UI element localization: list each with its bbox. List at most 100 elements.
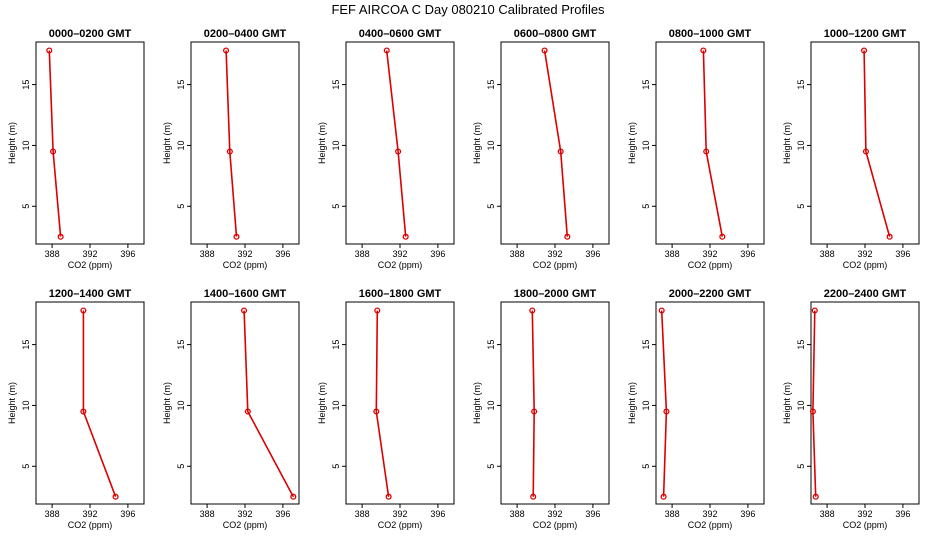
- panel-title: 2000–2200 GMT: [669, 288, 752, 300]
- panel-title: 1600–1800 GMT: [359, 288, 442, 300]
- y-tick-label: 15: [176, 340, 186, 350]
- y-tick-label: 5: [331, 204, 341, 209]
- panel: 2000–2200 GMT 388 392 396 5 10 15 CO2 (ppm) Heig…: [627, 288, 765, 530]
- data-point: [80, 408, 87, 415]
- x-tick-label: 388: [665, 509, 680, 519]
- y-axis-label: Height (m): [627, 382, 637, 424]
- profile-line: [375, 310, 390, 497]
- y-axis-label: Height (m): [472, 122, 482, 164]
- y-tick-label: 5: [21, 464, 31, 469]
- y-axis-label: Height (m): [472, 382, 482, 424]
- panel-title: 0000–0200 GMT: [49, 28, 132, 40]
- plot-frame: [655, 41, 765, 245]
- plot-frame: [500, 301, 610, 505]
- x-tick-label: 392: [392, 249, 407, 259]
- data-point: [531, 408, 538, 415]
- panel: 0800–1000 GMT 388 392 396 5 10 15 CO2 (ppm) Heig…: [627, 28, 765, 270]
- data-point: [564, 233, 571, 240]
- panel-title: 2200–2400 GMT: [824, 288, 907, 300]
- data-point: [886, 233, 893, 240]
- y-tick-label: 10: [176, 140, 186, 150]
- profile-line: [243, 310, 295, 498]
- x-tick-label: 388: [820, 509, 835, 519]
- y-tick-label: 10: [176, 400, 186, 410]
- x-tick-label: 396: [430, 509, 445, 519]
- panel: 0200–0400 GMT 388 392 396 5 10 15 CO2 (ppm) Heig…: [162, 28, 300, 270]
- profile-line: [531, 310, 536, 497]
- profile-line: [48, 50, 62, 237]
- data-point: [703, 148, 710, 155]
- x-tick-label: 392: [702, 509, 717, 519]
- x-tick-label: 392: [857, 509, 872, 519]
- y-axis-label: Height (m): [162, 382, 172, 424]
- x-tick-label: 396: [585, 509, 600, 519]
- panel: 1600–1800 GMT 388 392 396 5 10 15 CO2 (ppm) Heig…: [317, 288, 455, 530]
- x-axis-label: CO2 (ppm): [223, 520, 268, 530]
- y-tick-label: 10: [486, 400, 496, 410]
- x-tick-label: 388: [355, 249, 370, 259]
- y-tick-label: 15: [21, 340, 31, 350]
- data-point: [290, 493, 297, 500]
- profile-line: [82, 310, 117, 497]
- x-tick-label: 388: [510, 249, 525, 259]
- data-point: [385, 493, 392, 500]
- data-point: [80, 307, 87, 314]
- x-tick-label: 392: [392, 509, 407, 519]
- data-point: [660, 493, 667, 500]
- y-tick-label: 15: [331, 340, 341, 350]
- profile-line: [660, 310, 668, 497]
- y-axis-label: Height (m): [7, 382, 17, 424]
- plot-frame: [35, 301, 145, 505]
- y-tick-label: 15: [331, 80, 341, 90]
- panel: 1000–1200 GMT 388 392 396 5 10 15 CO2 (ppm) Heig…: [782, 28, 920, 270]
- panel-title: 1000–1200 GMT: [824, 28, 907, 40]
- data-point: [557, 148, 564, 155]
- profile-line: [385, 50, 407, 237]
- data-point: [244, 408, 251, 415]
- profile-line: [812, 310, 817, 497]
- x-axis-label: CO2 (ppm): [843, 520, 888, 530]
- data-point: [811, 307, 818, 314]
- x-tick-label: 396: [275, 509, 290, 519]
- y-tick-label: 5: [21, 204, 31, 209]
- x-axis-label: CO2 (ppm): [533, 520, 578, 530]
- y-axis-label: Height (m): [317, 122, 327, 164]
- plot-frame: [655, 301, 765, 505]
- data-point: [719, 233, 726, 240]
- y-tick-label: 5: [331, 464, 341, 469]
- panel: 0600–0800 GMT 388 392 396 5 10 15 CO2 (ppm) Heig…: [472, 28, 610, 270]
- x-tick-label: 396: [895, 509, 910, 519]
- x-tick-label: 396: [120, 249, 135, 259]
- panel-title: 1800–2000 GMT: [514, 288, 597, 300]
- panel-title: 0200–0400 GMT: [204, 28, 287, 40]
- x-tick-label: 388: [200, 249, 215, 259]
- y-tick-label: 15: [486, 80, 496, 90]
- data-point: [112, 493, 119, 500]
- panel-title: 0800–1000 GMT: [669, 28, 752, 40]
- panels-container: 0000–0200 GMT 388 392 396 5 10 15 CO2 (ppm) Heig…: [7, 28, 920, 530]
- plot-frame: [345, 301, 455, 505]
- data-point: [373, 408, 380, 415]
- data-point: [700, 47, 707, 54]
- x-tick-label: 392: [237, 249, 252, 259]
- data-point: [541, 47, 548, 54]
- y-tick-label: 10: [21, 140, 31, 150]
- x-tick-label: 388: [510, 509, 525, 519]
- plot-frame: [345, 41, 455, 245]
- panel: 1400–1600 GMT 388 392 396 5 10 15 CO2 (ppm) Heig…: [162, 288, 300, 530]
- panel-title: 0400–0600 GMT: [359, 28, 442, 40]
- data-point: [529, 307, 536, 314]
- y-tick-label: 10: [486, 140, 496, 150]
- y-tick-label: 10: [331, 140, 341, 150]
- x-tick-label: 396: [895, 249, 910, 259]
- y-tick-label: 5: [486, 204, 496, 209]
- data-point: [658, 307, 665, 314]
- y-axis-label: Height (m): [782, 382, 792, 424]
- data-point: [241, 307, 248, 314]
- panel-title: 0600–0800 GMT: [514, 28, 597, 40]
- figure-title: FEF AIRCOA C Day 080210 Calibrated Profi…: [331, 2, 605, 17]
- panel-title: 1400–1600 GMT: [204, 288, 287, 300]
- y-tick-label: 10: [796, 140, 806, 150]
- x-axis-label: CO2 (ppm): [843, 260, 888, 270]
- y-tick-label: 5: [641, 204, 651, 209]
